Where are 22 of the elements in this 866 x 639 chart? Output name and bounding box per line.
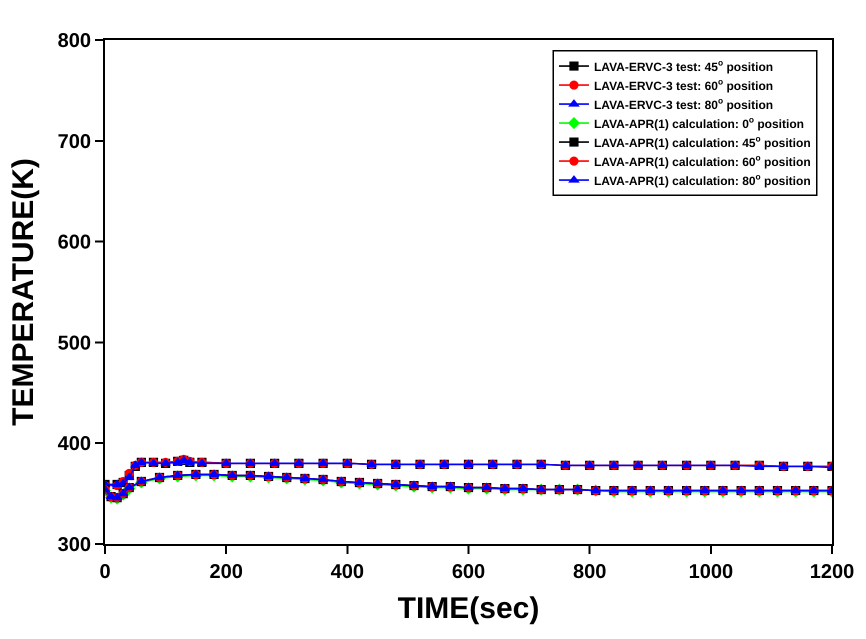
x-tick-label: 1200 [810,561,854,583]
y-tick-label: 300 [58,534,91,556]
x-tick-label: 200 [209,561,243,583]
x-tick-label: 1000 [688,561,734,583]
legend-label: LAVA-ERVC-3 test: 60$^{o}$ position [594,76,774,93]
y-tick-label: 400 [58,433,91,456]
legend-label: LAVA-APR(1) calculation: 45$^{o}$ position [594,134,811,150]
legend-label: LAVA-ERVC-3 test: 80$^{o}$ position [594,96,774,112]
y-tick-label: 700 [58,130,91,153]
y-tick-label: 500 [58,332,91,354]
y-axis-title: TEMPERATURE(K) [7,158,40,426]
y-tick-label: 600 [58,232,91,254]
x-tick-label: 0 [99,561,111,583]
x-tick-label: 800 [572,561,606,583]
legend-label: LAVA-APR(1) calculation: 0$^{o}$ position [594,114,804,131]
x-tick-label: 600 [452,561,486,583]
legend-label: LAVA-APR(1) calculation: 60$^{o}$ position [594,152,811,169]
x-tick-label: 400 [330,561,364,583]
y-tick-label: 800 [58,30,91,52]
x-axis-title: TIME(sec) [398,592,540,625]
legend-label: LAVA-APR(1) calculation: 80$^{o}$ position [594,172,811,188]
legend-label: LAVA-ERVC-3 test: 45$^{o}$ position [594,58,774,74]
